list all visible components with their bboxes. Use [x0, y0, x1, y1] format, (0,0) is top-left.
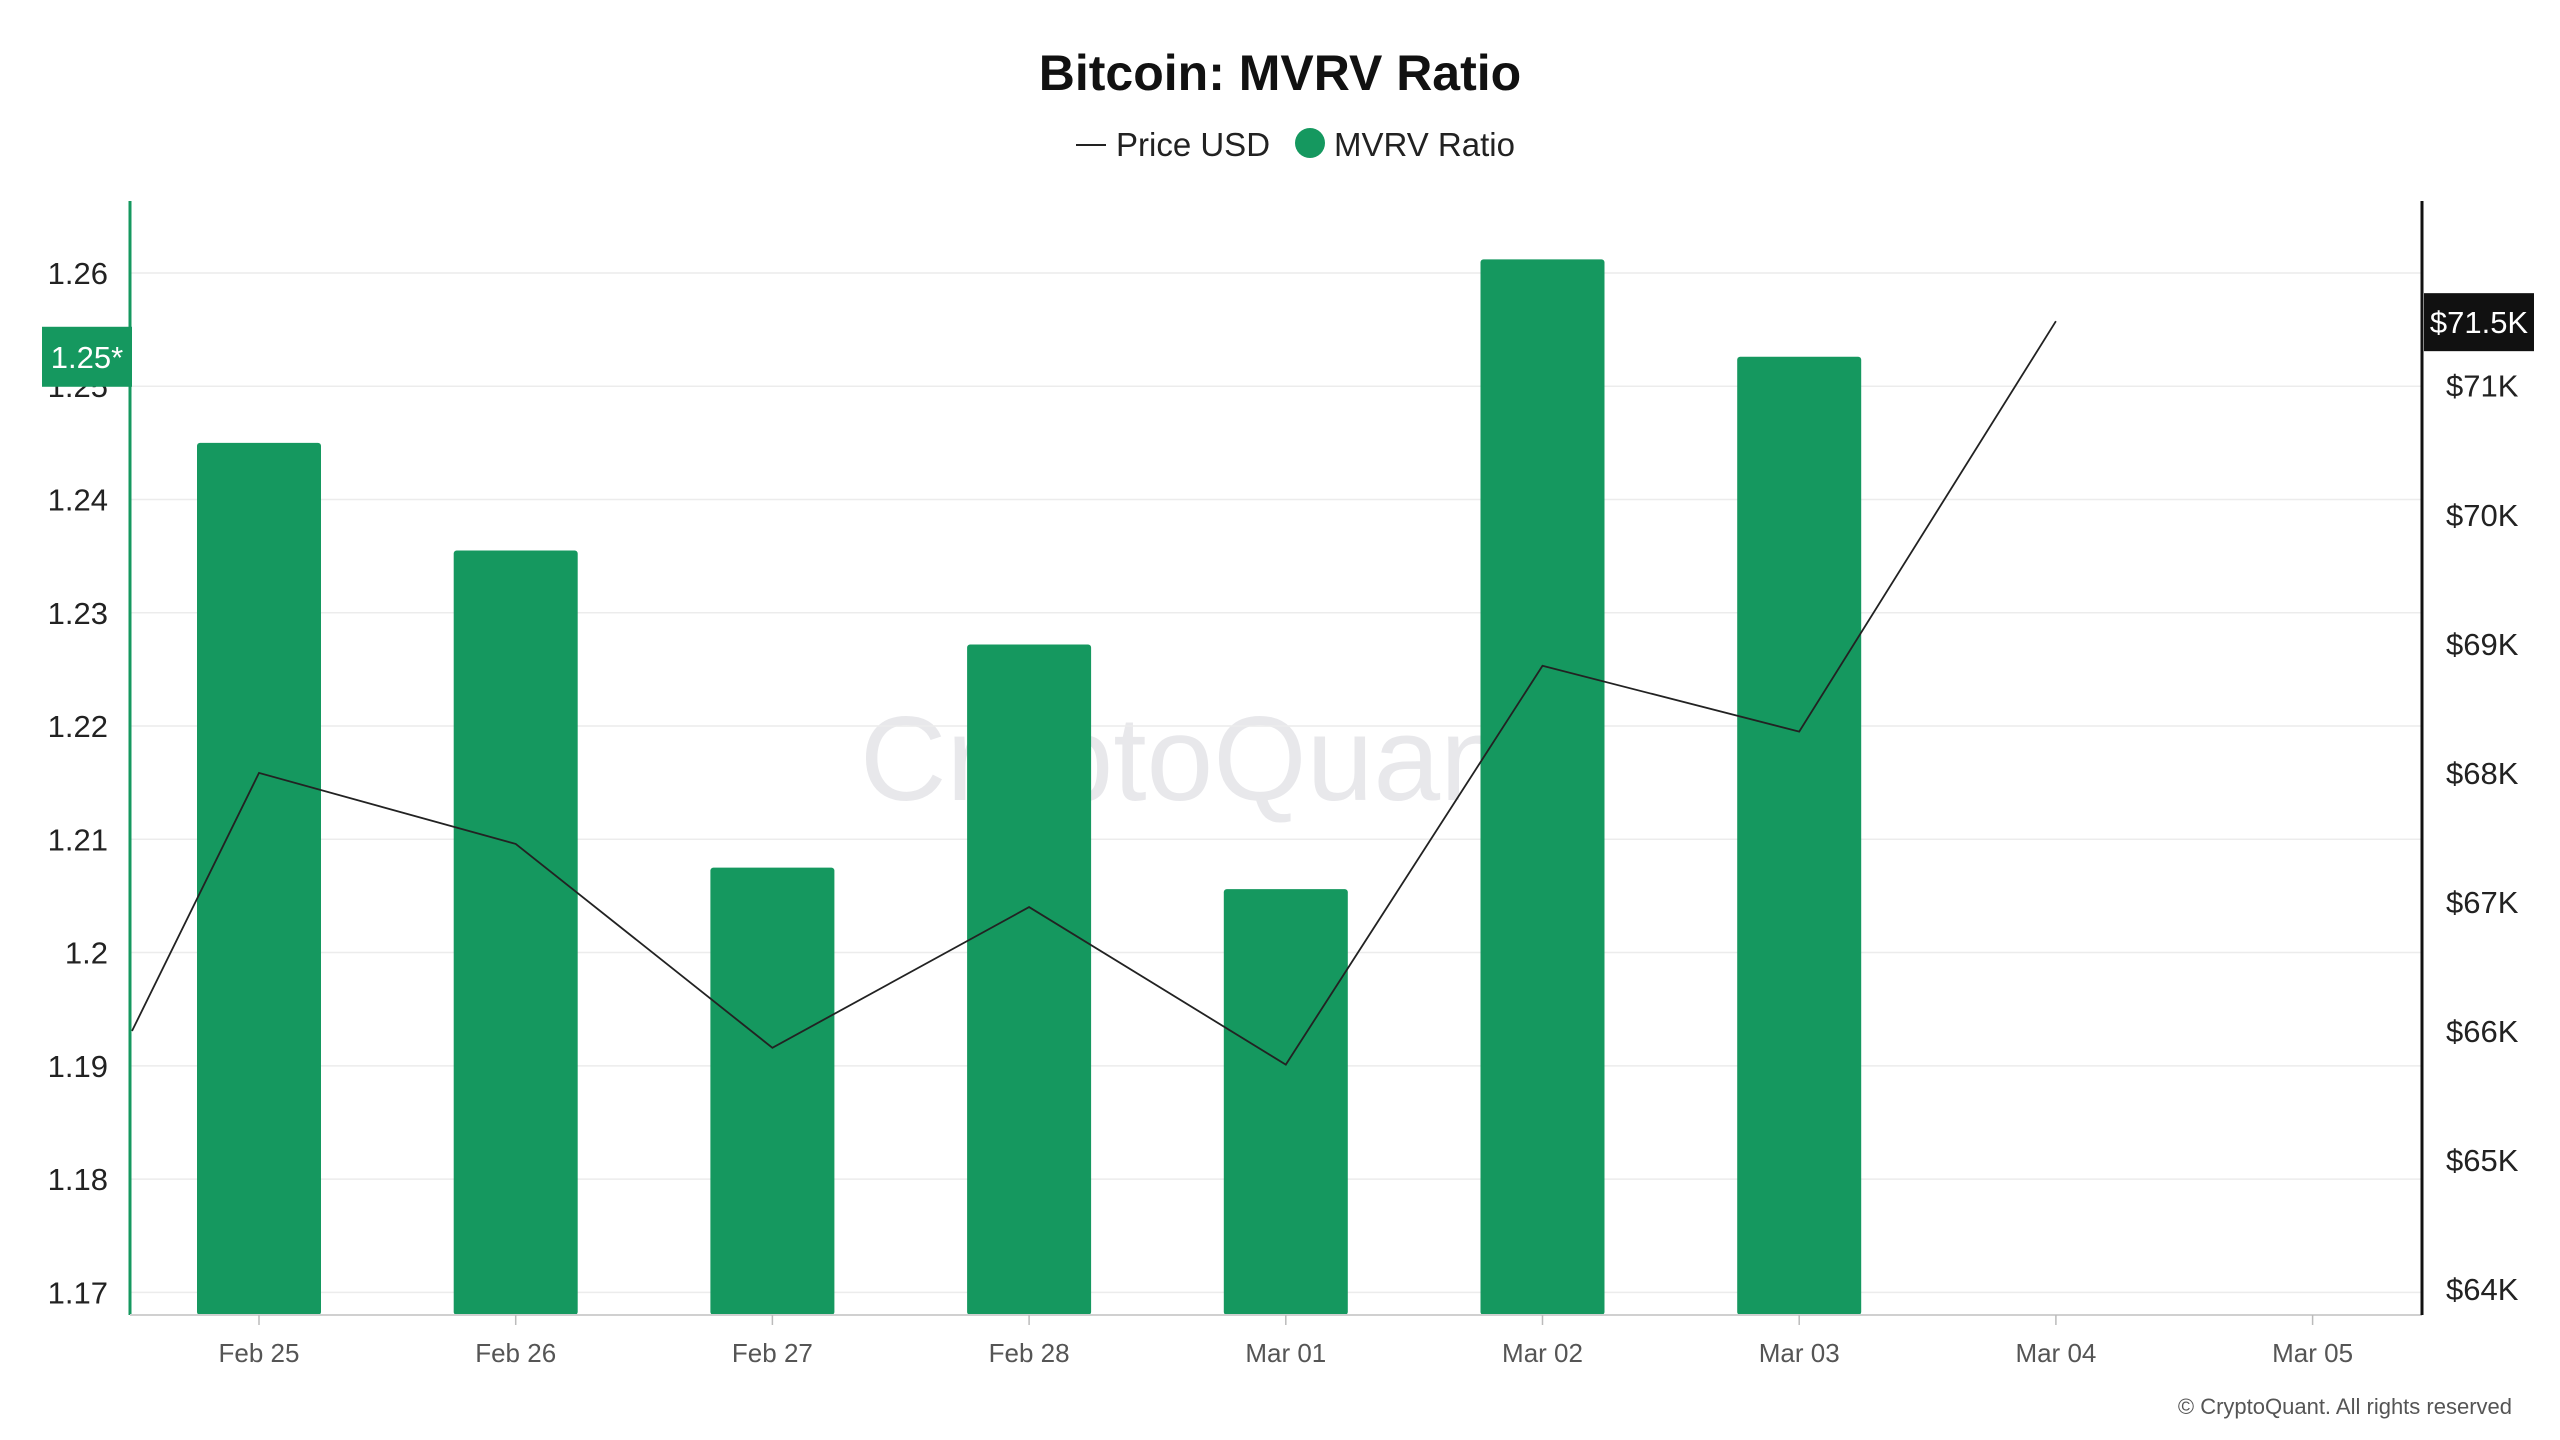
- mvrv-bar: [1223, 889, 1348, 1315]
- price-line: [131, 320, 2057, 1066]
- left-tick-label: 1.2: [65, 936, 108, 971]
- mvrv-bar: [453, 550, 578, 1315]
- right-tick-label: $71K: [2446, 369, 2519, 404]
- x-tick-label: Mar 03: [1759, 1338, 1840, 1368]
- right-tick-label: $65K: [2446, 1143, 2519, 1178]
- x-tick-label: Feb 28: [989, 1338, 1070, 1368]
- mvrv-bar: [197, 442, 321, 1315]
- left-tick-label: 1.26: [48, 256, 108, 291]
- right-tick-label: $64K: [2446, 1272, 2519, 1307]
- legend-mvrv-swatch: [1295, 128, 1325, 158]
- x-tick-label: Mar 02: [1502, 1338, 1583, 1368]
- left-tick-label: 1.18: [48, 1162, 108, 1197]
- x-tick-label: Mar 05: [2272, 1338, 2353, 1368]
- left-tick-label: 1.21: [48, 822, 108, 857]
- legend-mvrv-label: MVRV Ratio: [1334, 126, 1515, 163]
- chart-title: Bitcoin: MVRV Ratio: [1039, 45, 1521, 101]
- left-tick-label: 1.19: [48, 1049, 108, 1084]
- legend: Price USD MVRV Ratio: [1076, 126, 1515, 163]
- watermark: CryptoQuant: [860, 692, 1540, 826]
- x-tick-label: Mar 04: [2015, 1338, 2096, 1368]
- right-tick-label: $70K: [2446, 498, 2519, 533]
- x-tick-label: Feb 26: [475, 1338, 556, 1368]
- price-usd-line: [131, 320, 2057, 1066]
- mvrv-bar: [710, 867, 835, 1315]
- right-value-badge: [2424, 293, 2534, 352]
- left-tick-label: 1.24: [48, 482, 108, 517]
- x-tick-label: Feb 27: [732, 1338, 813, 1368]
- right-tick-label: $67K: [2446, 885, 2519, 920]
- copyright-text: © CryptoQuant. All rights reserved: [2178, 1394, 2512, 1419]
- right-value-badge-label: $71.5K: [2430, 305, 2529, 340]
- left-value-badge-label: 1.25*: [51, 340, 123, 375]
- right-tick-label: $68K: [2446, 756, 2519, 791]
- left-tick-label: 1.23: [48, 596, 108, 631]
- left-axis-ticks: 1.171.181.191.21.211.221.231.241.251.26: [48, 256, 108, 1310]
- x-axis-ticks: Feb 25 Feb 26 Feb 27 Feb 28 Mar 01 Mar 02 Mar …: [219, 1315, 2353, 1368]
- mvrv-bar: [1480, 259, 1605, 1316]
- x-tick-label: Feb 25: [219, 1338, 300, 1368]
- mvrv-bars: [197, 259, 1862, 1316]
- left-tick-label: 1.22: [48, 709, 108, 744]
- x-tick-label: Mar 01: [1245, 1338, 1326, 1368]
- left-value-badge: [42, 326, 132, 387]
- left-tick-label: 1.17: [48, 1275, 108, 1310]
- right-tick-label: $69K: [2446, 627, 2519, 662]
- right-tick-label: $66K: [2446, 1014, 2519, 1049]
- axis-badges: 1.25* $71.5K: [42, 293, 2534, 387]
- legend-price-label: Price USD: [1116, 126, 1270, 163]
- mvrv-bar: [967, 644, 1092, 1315]
- mvrv-bar: [1737, 356, 1862, 1315]
- right-axis-ticks: $64K $65K $66K $67K $68K $69K $70K $71K: [2446, 369, 2519, 1307]
